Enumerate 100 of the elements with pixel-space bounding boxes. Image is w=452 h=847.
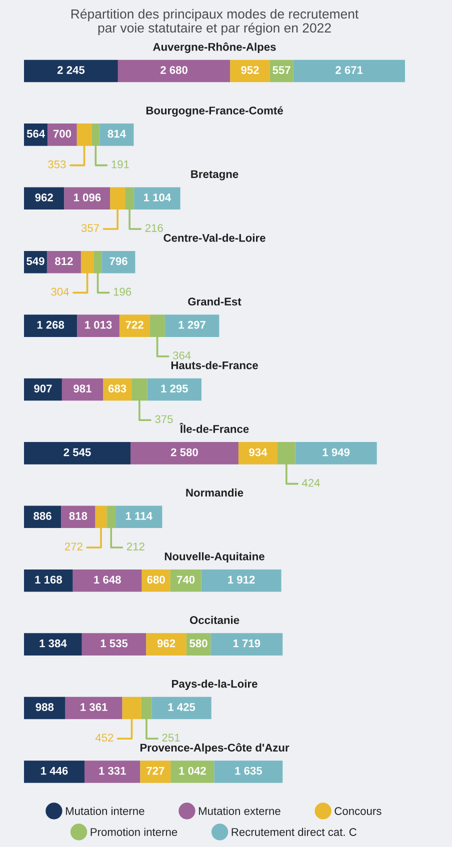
data-label: 1 635 <box>235 766 262 775</box>
bar <box>24 378 62 401</box>
y-tick-label: Auvergne-Rhône-Alpes <box>153 42 276 54</box>
data-label: 934 <box>249 448 268 456</box>
bar <box>238 442 278 464</box>
legend-label: Mutation externe <box>198 806 280 815</box>
data-label: 364 <box>172 352 191 360</box>
data-label: 272 <box>64 542 82 550</box>
data-label: 1 268 <box>37 320 64 329</box>
data-label: 1 949 <box>322 448 350 456</box>
data-label: 1 013 <box>85 320 112 329</box>
bar <box>24 442 130 464</box>
y-tick-label: Centre-Val-de-Loire <box>164 234 266 242</box>
data-label: 2 680 <box>160 66 188 74</box>
bar <box>64 187 110 210</box>
data-label: 680 <box>147 576 165 584</box>
bar <box>116 506 162 528</box>
bar <box>295 442 377 464</box>
data-label: 962 <box>157 639 176 648</box>
legend-label: Mutation interne <box>66 806 144 815</box>
data-label: 814 <box>108 130 126 138</box>
legend-label: Promotion interne <box>90 828 178 836</box>
y-tick-label: Bourgogne-France-Comté <box>146 106 283 117</box>
data-label: 196 <box>114 288 132 296</box>
legend-label: Concours <box>334 807 382 815</box>
chart-title: Répartition des principaux modes de recrutement par voie statutaire et par région en 2022 <box>71 8 359 36</box>
bar <box>210 633 283 656</box>
data-label: 1 331 <box>99 766 126 775</box>
data-label: 812 <box>55 257 73 266</box>
data-label: 988 <box>36 703 54 711</box>
data-label: 452 <box>95 734 114 742</box>
y-tick-label: Grand-Est <box>188 297 242 306</box>
bar <box>147 378 202 401</box>
data-label: 1 648 <box>94 576 121 584</box>
data-label: 1 297 <box>178 320 206 329</box>
legend-label: Recrutement direct cat. C <box>232 828 356 836</box>
bar <box>84 760 140 783</box>
bar <box>24 633 82 656</box>
bar <box>48 124 77 146</box>
bar <box>77 314 120 337</box>
data-label: 1 295 <box>161 384 188 392</box>
data-label: 700 <box>53 130 72 138</box>
data-label: 1 168 <box>35 576 62 584</box>
data-label: 740 <box>176 576 195 584</box>
data-label: 1 096 <box>74 194 101 202</box>
data-label: 952 <box>241 66 259 74</box>
data-label: 907 <box>34 384 52 392</box>
data-label: 304 <box>51 288 69 296</box>
data-label: 191 <box>112 160 129 168</box>
data-label: 580 <box>190 639 208 648</box>
bar <box>24 569 73 592</box>
data-label: 2 545 <box>64 448 91 456</box>
y-tick-label: Île-de-France <box>179 422 249 433</box>
y-tick-label: Hauts-de-France <box>171 361 258 370</box>
data-label: 557 <box>272 66 290 74</box>
bar <box>134 187 180 210</box>
bar <box>293 60 405 82</box>
bar <box>130 442 238 464</box>
data-label: 1 042 <box>179 766 206 775</box>
bar <box>62 378 104 401</box>
y-tick-label: Normandie <box>186 488 244 497</box>
bar <box>24 60 118 82</box>
data-label: 962 <box>35 194 53 202</box>
y-tick-label: Nouvelle-Aquitaine <box>164 552 264 563</box>
data-label: 212 <box>126 542 144 550</box>
data-label: 796 <box>110 257 128 266</box>
bar <box>230 60 270 82</box>
y-tick-label: Bretagne <box>191 170 238 180</box>
bar <box>214 760 283 783</box>
data-label: 564 <box>26 130 46 138</box>
bar <box>24 314 78 337</box>
y-tick-label: Provence-Alpes-Côte d'Azur <box>140 743 290 754</box>
y-tick-label: Pays-de-la-Loire <box>172 680 258 690</box>
bar <box>201 569 282 592</box>
bar <box>72 569 142 592</box>
bar <box>146 633 186 656</box>
y-tick-label: Occitanie <box>190 616 240 624</box>
bar <box>46 250 81 274</box>
data-label: 353 <box>48 160 66 168</box>
bar <box>100 124 134 146</box>
bar <box>24 187 64 210</box>
bar <box>170 569 202 592</box>
data-label: 1 384 <box>40 639 67 648</box>
data-label: 549 <box>26 257 44 266</box>
bar <box>164 314 220 337</box>
bar <box>65 696 122 720</box>
data-label: 1 104 <box>144 194 172 202</box>
data-label: 818 <box>69 512 88 520</box>
data-label: 216 <box>145 224 163 232</box>
data-label: 2 671 <box>336 66 363 74</box>
bar <box>140 760 171 783</box>
bar <box>152 696 212 720</box>
bar <box>24 760 85 783</box>
data-label: 886 <box>34 512 52 520</box>
data-label: 251 <box>162 734 180 742</box>
data-label: 722 <box>126 320 144 329</box>
data-label: 1 361 <box>80 703 108 712</box>
bar <box>119 314 150 337</box>
data-label: 375 <box>155 415 173 424</box>
data-label: 424 <box>302 478 320 487</box>
